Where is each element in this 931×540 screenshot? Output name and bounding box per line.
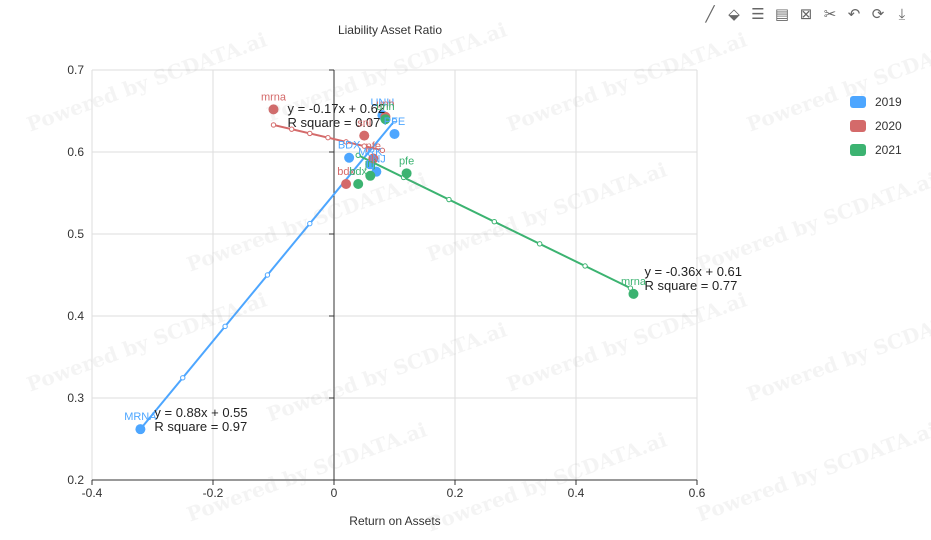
data-point[interactable] [368,153,379,164]
data-point[interactable] [380,114,391,125]
trendline-marker [537,241,543,247]
point-label: pfe [399,155,414,167]
point-label: bdx [337,166,355,178]
point-label: mrna [621,276,647,288]
point-label: jnj [364,158,376,170]
trendline-r-square: R square = 0.77 [644,278,737,293]
trendline-equation: y = 0.88x + 0.55 [154,405,247,420]
x-tick-label: 0.2 [447,486,464,500]
trendline-marker [343,139,349,145]
data-view-icon[interactable]: ☰ [751,5,765,23]
legend-label: 2019 [875,95,902,109]
y-tick-label: 0.3 [67,391,84,405]
trendline-marker [307,220,313,227]
tag-icon[interactable]: ⬙ [728,5,740,23]
trendline-marker [379,147,386,154]
trendline-marker [264,272,271,278]
x-tick-label: 0.6 [689,486,706,500]
data-point[interactable] [344,152,355,163]
data-point[interactable] [401,168,412,179]
trendline-marker [582,263,588,269]
legend-swatch [850,120,866,132]
undo-icon[interactable]: ↶ [847,5,861,23]
x-tick-label: 0 [331,486,338,500]
y-tick-label: 0.4 [67,309,84,323]
legend: 2019 2020 2021 [850,90,902,162]
point-label: mrna [261,91,287,103]
data-point[interactable] [268,104,279,115]
trendline-marker [325,134,331,141]
point-label: snl [357,118,371,130]
x-tick-label: -0.2 [203,486,224,500]
point-label: unh [376,101,394,113]
point-label: PFE [384,116,405,128]
data-point[interactable] [341,178,352,189]
y-tick-label: 0.7 [67,63,84,77]
trendline-r-square: R square = 0.97 [154,419,247,434]
data-point[interactable] [365,170,376,181]
trendline-marker [270,122,277,128]
legend-label: 2021 [875,143,902,157]
legend-swatch [850,144,866,156]
point-label: JNJ [367,154,386,166]
data-points [135,104,639,435]
comment-icon[interactable]: ▤ [774,5,790,23]
legend-item-2019[interactable]: 2019 [850,90,902,114]
chart-title: Liability Asset Ratio [338,23,442,37]
chart-toolbar: ╱ ⬙ ☰ ▤ ⊠ ✂ ↶ ⟳ ⤓ [701,5,911,23]
trendline-equation: y = -0.17x + 0.62 [288,101,386,116]
refresh-icon[interactable]: ⟳ [871,5,885,23]
point-label: bdx [349,166,367,178]
x-axis-label: Return on Assets [349,514,440,528]
trendline-r-square: R square = 0.07 [288,115,381,130]
trendline-marker [349,169,355,175]
data-point[interactable] [389,128,400,139]
legend-swatch [850,96,866,108]
trendline-marker [391,118,398,124]
point-label: BDX [338,140,361,152]
point-label: UNH [370,97,394,109]
trendline-marker [446,196,452,203]
trendline-equation: y = -0.36x + 0.61 [644,264,742,279]
point-label: MRK [358,146,383,158]
y-tick-label: 0.6 [67,145,84,159]
bookmark-icon[interactable]: ⊠ [799,5,813,23]
x-tick-label: -0.4 [82,486,103,500]
legend-item-2020[interactable]: 2020 [850,114,902,138]
point-label: MRNA [124,411,157,423]
data-point[interactable] [353,178,364,189]
point-label: unh [376,99,394,111]
trendline-marker [222,323,228,330]
axes: -0.4 -0.2 0 0.2 0.4 0.6 0.2 0.3 0.4 0.5 0.6 0.7 [67,63,705,500]
cut-icon[interactable]: ✂ [823,5,837,23]
trendline-marker [491,219,498,225]
trendline-marker [361,143,367,149]
point-label: pfe [366,141,381,153]
trendline-marker [355,152,361,158]
legend-label: 2020 [875,119,902,133]
data-point[interactable] [359,130,370,141]
trendline-marker [288,126,295,132]
y-tick-label: 0.5 [67,227,84,241]
trendline-marker [180,375,186,381]
y-tick-label: 0.2 [67,473,84,487]
legend-item-2021[interactable]: 2021 [850,138,902,162]
download-icon[interactable]: ⤓ [898,5,906,23]
data-point[interactable] [135,424,146,435]
line-icon[interactable]: ╱ [705,5,715,23]
x-tick-label: 0.4 [568,486,585,500]
trendline-marker [307,130,313,137]
data-point[interactable] [628,288,639,299]
